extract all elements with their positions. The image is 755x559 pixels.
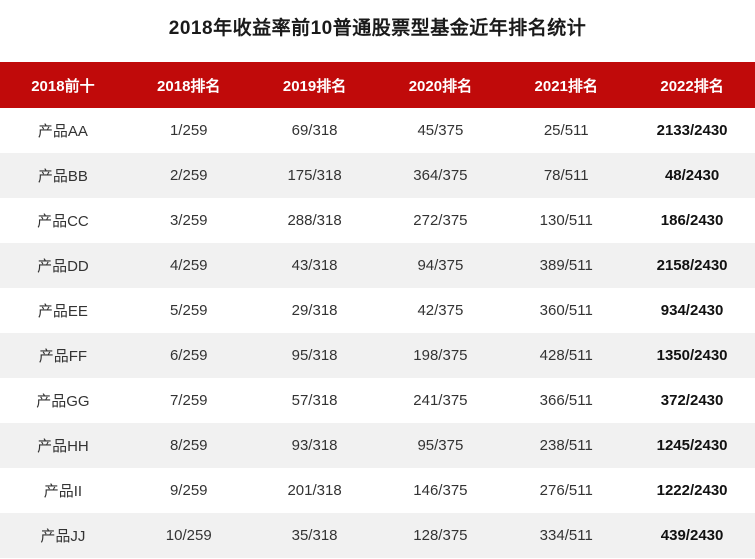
rank-cell: 366/511 xyxy=(539,392,593,409)
table-row: 产品CC 3/259 288/318 272/375 130/511 186/2… xyxy=(0,198,755,243)
product-name-cell: 产品EE xyxy=(37,303,88,320)
rank-cell: 9/259 xyxy=(169,482,208,499)
rank-cell: 8/259 xyxy=(169,437,208,454)
rank-cell: 43/318 xyxy=(291,257,338,274)
rank-cell: 389/511 xyxy=(539,257,593,274)
product-name-cell: 产品CC xyxy=(37,213,89,230)
table-body: 产品AA 1/259 69/318 45/375 25/511 2133/243… xyxy=(0,108,755,558)
product-name-cell: 产品GG xyxy=(36,393,90,410)
rank-cell: 364/375 xyxy=(413,167,468,184)
rank-cell: 42/375 xyxy=(417,302,464,319)
table-row: 产品BB 2/259 175/318 364/375 78/511 48/243… xyxy=(0,153,755,198)
rank-cell: 934/2430 xyxy=(660,302,724,319)
rank-cell: 3/259 xyxy=(169,212,208,229)
rank-cell: 175/318 xyxy=(287,167,342,184)
product-name-cell: 产品JJ xyxy=(40,528,86,545)
rank-cell: 10/259 xyxy=(165,527,212,544)
table-row: 产品GG 7/259 57/318 241/375 366/511 372/24… xyxy=(0,378,755,423)
rank-cell: 1222/2430 xyxy=(656,482,728,499)
product-name-cell: 产品AA xyxy=(37,123,88,140)
rank-cell: 7/259 xyxy=(169,392,208,409)
rank-cell: 128/375 xyxy=(413,527,468,544)
table-row: 产品DD 4/259 43/318 94/375 389/511 2158/24… xyxy=(0,243,755,288)
rank-cell: 439/2430 xyxy=(660,527,724,544)
rank-cell: 276/511 xyxy=(539,482,593,499)
rank-cell: 6/259 xyxy=(169,347,208,364)
rank-cell: 238/511 xyxy=(539,437,593,454)
rank-cell: 1350/2430 xyxy=(656,347,728,364)
rank-cell: 93/318 xyxy=(291,437,338,454)
rank-cell: 48/2430 xyxy=(664,167,720,184)
product-name-cell: 产品HH xyxy=(37,438,89,455)
column-header-2020-rank: 2020排名 xyxy=(377,62,504,108)
product-name-cell: 产品BB xyxy=(37,168,88,185)
rank-cell: 78/511 xyxy=(543,167,589,184)
rank-cell: 360/511 xyxy=(539,302,593,319)
header-row: 2018前十 2018排名 2019排名 2020排名 2021排名 2022排… xyxy=(0,62,755,108)
rank-cell: 29/318 xyxy=(291,302,338,319)
rank-cell: 57/318 xyxy=(291,392,338,409)
rank-cell: 241/375 xyxy=(413,392,468,409)
rank-cell: 25/511 xyxy=(543,122,589,139)
rank-cell: 2158/2430 xyxy=(656,257,728,274)
rank-cell: 186/2430 xyxy=(660,212,724,229)
rank-cell: 94/375 xyxy=(417,257,464,274)
page-title: 2018年收益率前10普通股票型基金近年排名统计 xyxy=(168,18,587,39)
rank-cell: 146/375 xyxy=(413,482,468,499)
rank-cell: 69/318 xyxy=(291,122,338,139)
rank-cell: 2133/2430 xyxy=(656,122,728,139)
table-row: 产品II 9/259 201/318 146/375 276/511 1222/… xyxy=(0,468,755,513)
column-header-2018-top10: 2018前十 xyxy=(0,62,126,108)
table-row: 产品HH 8/259 93/318 95/375 238/511 1245/24… xyxy=(0,423,755,468)
rank-cell: 2/259 xyxy=(169,167,208,184)
column-header-2021-rank: 2021排名 xyxy=(503,62,630,108)
column-header-2022-rank: 2022排名 xyxy=(629,62,755,108)
product-name-cell: 产品DD xyxy=(37,258,89,275)
rank-cell: 428/511 xyxy=(539,347,593,364)
rank-cell: 288/318 xyxy=(287,212,342,229)
rank-cell: 130/511 xyxy=(539,212,593,229)
rank-cell: 95/375 xyxy=(417,437,464,454)
ranking-table: 2018前十 2018排名 2019排名 2020排名 2021排名 2022排… xyxy=(0,62,755,558)
rank-cell: 4/259 xyxy=(169,257,208,274)
rank-cell: 372/2430 xyxy=(660,392,724,409)
rank-cell: 1/259 xyxy=(169,122,208,139)
table-row: 产品AA 1/259 69/318 45/375 25/511 2133/243… xyxy=(0,108,755,153)
table-row: 产品FF 6/259 95/318 198/375 428/511 1350/2… xyxy=(0,333,755,378)
product-name-cell: 产品FF xyxy=(38,348,88,365)
rank-cell: 95/318 xyxy=(291,347,338,364)
table-row: 产品EE 5/259 29/318 42/375 360/511 934/243… xyxy=(0,288,755,333)
rank-cell: 45/375 xyxy=(417,122,464,139)
rank-cell: 35/318 xyxy=(291,527,338,544)
rank-cell: 334/511 xyxy=(539,527,593,544)
column-header-2018-rank: 2018排名 xyxy=(125,62,252,108)
table-header: 2018前十 2018排名 2019排名 2020排名 2021排名 2022排… xyxy=(0,62,755,108)
rank-cell: 198/375 xyxy=(413,347,468,364)
column-header-2019-rank: 2019排名 xyxy=(251,62,378,108)
rank-cell: 201/318 xyxy=(287,482,342,499)
product-name-cell: 产品II xyxy=(43,483,83,500)
rank-cell: 272/375 xyxy=(413,212,468,229)
table-row: 产品JJ 10/259 35/318 128/375 334/511 439/2… xyxy=(0,513,755,558)
rank-cell: 5/259 xyxy=(169,302,208,319)
rank-cell: 1245/2430 xyxy=(656,437,728,454)
